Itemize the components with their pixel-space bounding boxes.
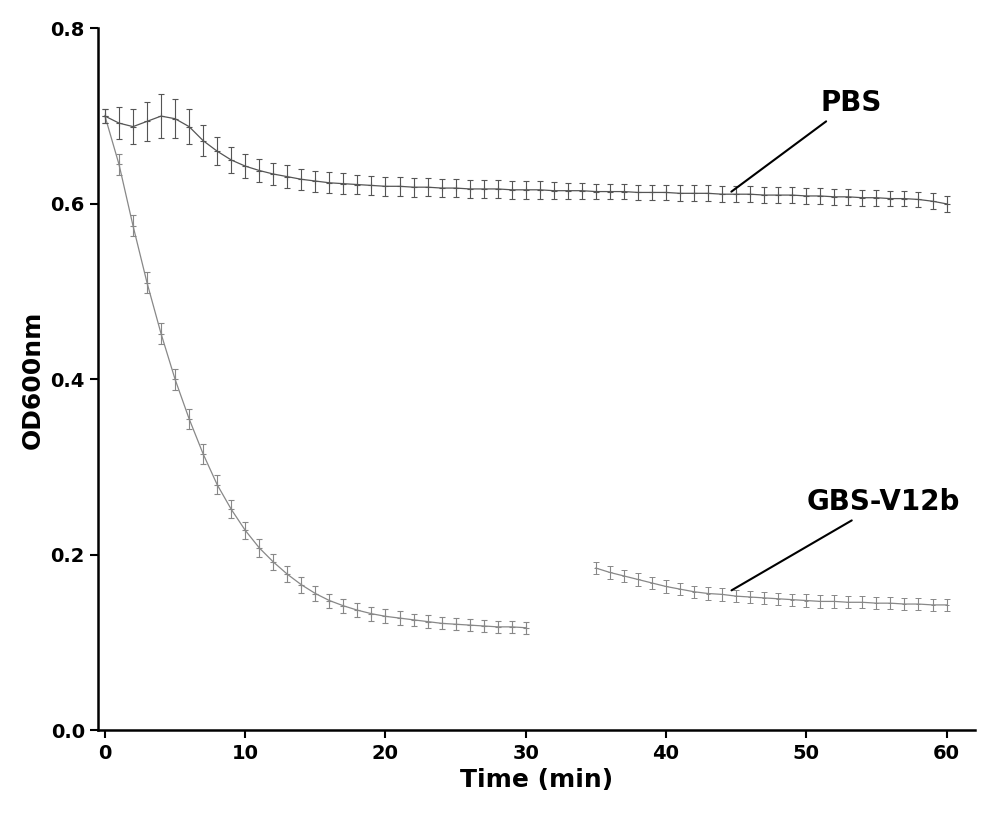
Y-axis label: OD600nm: OD600nm	[21, 311, 45, 449]
X-axis label: Time (min): Time (min)	[460, 768, 613, 792]
Text: GBS-V12b: GBS-V12b	[732, 489, 960, 590]
Text: PBS: PBS	[731, 89, 882, 192]
